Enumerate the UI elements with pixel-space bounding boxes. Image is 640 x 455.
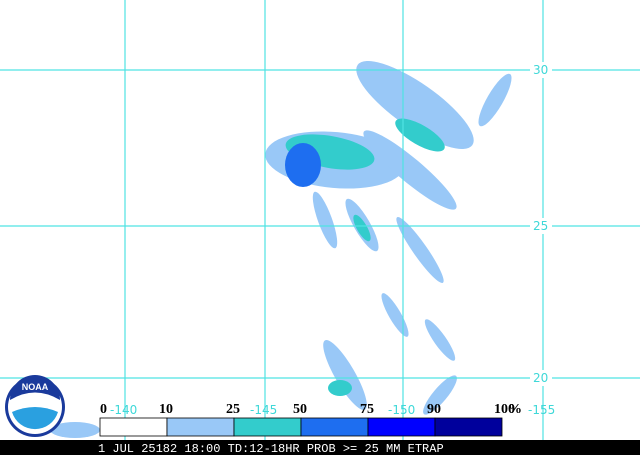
lat-label: 25 — [533, 219, 548, 233]
logo-text: NOAA — [22, 382, 49, 392]
legend-label: 100 — [494, 402, 515, 417]
logo-sea — [12, 407, 58, 430]
legend-swatch — [367, 417, 436, 437]
legend-swatch — [166, 417, 235, 437]
legend-label: 0 — [100, 402, 107, 417]
area — [363, 130, 457, 210]
area — [356, 60, 474, 150]
caption-bar — [0, 440, 640, 455]
legend-label: 90 — [427, 402, 441, 417]
area — [381, 293, 409, 337]
lon-label: -150 — [388, 403, 415, 417]
area — [478, 73, 512, 127]
label-bg — [530, 218, 552, 234]
label-bg — [530, 62, 552, 78]
area — [50, 422, 100, 438]
legend-swatch — [300, 417, 369, 437]
area — [312, 191, 338, 249]
grid — [0, 0, 640, 440]
legend-label: 25 — [226, 402, 240, 417]
legend-swatch — [99, 417, 168, 437]
area — [323, 340, 367, 410]
lat-label: 20 — [533, 371, 548, 385]
area — [395, 118, 445, 152]
lon-label: -145 — [250, 403, 277, 417]
legend-label: 10 — [159, 402, 173, 417]
noaa-logo: NOAA — [5, 375, 65, 437]
legend-swatch — [233, 417, 302, 437]
area — [396, 216, 444, 284]
lat-label: 30 — [533, 63, 548, 77]
legend-label: 75 — [360, 402, 374, 417]
area — [423, 375, 457, 415]
area — [328, 380, 352, 396]
label-bg — [530, 370, 552, 386]
lon-label: -155 — [528, 403, 555, 417]
area — [285, 143, 321, 187]
legend: 0 10 25 50 75 90 100% — [99, 402, 522, 437]
caption: 1 JUL 25182 18:00 TD:12-18HR PROB >= 25 … — [98, 442, 444, 455]
logo-sky — [10, 375, 60, 400]
probability-areas — [50, 60, 512, 438]
legend-unit: % — [508, 402, 522, 417]
legend-label: 50 — [293, 402, 307, 417]
area — [424, 319, 456, 361]
legend-swatch — [434, 417, 503, 437]
area — [353, 214, 371, 242]
lon-label: -140 — [110, 403, 137, 417]
